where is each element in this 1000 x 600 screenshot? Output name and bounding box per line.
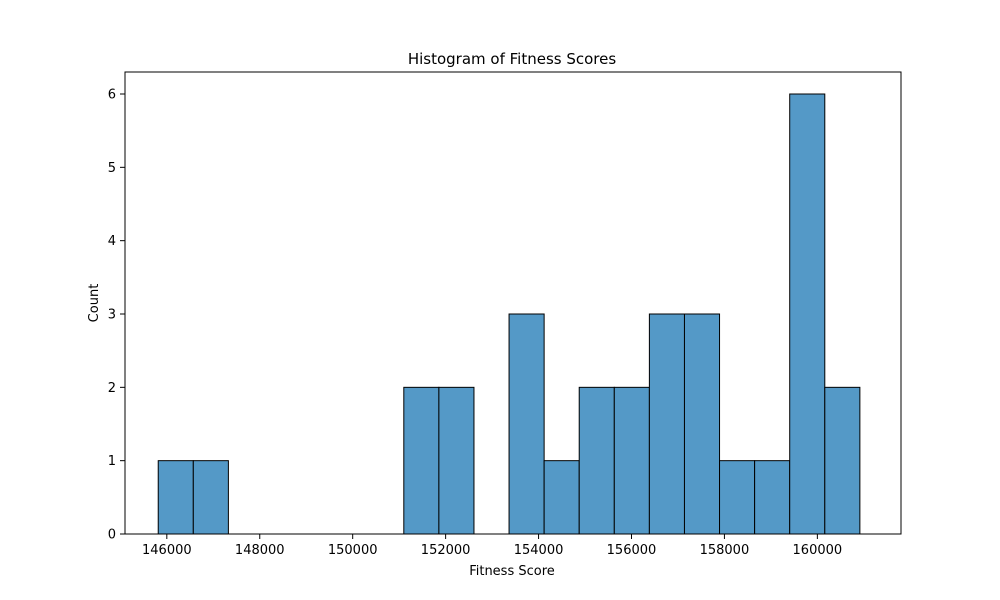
x-tick-label-3: 152000: [421, 543, 471, 558]
x-tick-label-1: 148000: [235, 543, 285, 558]
histogram-bar-16: [719, 460, 756, 535]
x-tick-label-2: 150000: [328, 543, 378, 558]
x-tick-label-0: 146000: [142, 543, 192, 558]
plot-frame: [124, 71, 902, 535]
histogram-bar-19: [824, 386, 861, 535]
histogram-bar-8: [438, 386, 475, 535]
x-tick-label-6: 158000: [700, 543, 750, 558]
histogram-bar-12: [578, 386, 615, 535]
y-tick-label-4: 4: [108, 234, 116, 249]
histogram-bar-15: [683, 313, 721, 535]
y-tick-label-1: 1: [108, 454, 116, 469]
histogram-bar-13: [613, 386, 650, 535]
y-tick-label-3: 3: [108, 308, 116, 323]
y-tick-label-2: 2: [108, 381, 116, 396]
histogram-bar-18: [789, 93, 826, 535]
x-tick-label-7: 160000: [793, 543, 843, 558]
y-tick-label-0: 0: [108, 528, 116, 543]
histogram-bar-0: [157, 460, 194, 535]
ticks-layer: 146000 148000 150000 152000 154000 156000 1580…: [108, 88, 842, 559]
histogram-bar-1: [192, 460, 229, 535]
x-tick-label-4: 154000: [514, 543, 564, 558]
histogram-bar-14: [648, 313, 685, 535]
x-tick-label-5: 156000: [607, 543, 657, 558]
histogram-bar-7: [403, 386, 440, 535]
y-tick-label-6: 6: [108, 88, 116, 103]
y-tick-label-5: 5: [108, 161, 116, 176]
x-axis-label: Fitness Score: [469, 564, 555, 579]
histogram-bar-10: [508, 313, 545, 535]
histogram-bar-17: [754, 460, 791, 535]
histogram-bar-11: [543, 460, 580, 535]
chart-title: Histogram of Fitness Scores: [408, 50, 617, 68]
bars-layer: [157, 93, 861, 535]
y-axis-label: Count: [87, 284, 102, 323]
